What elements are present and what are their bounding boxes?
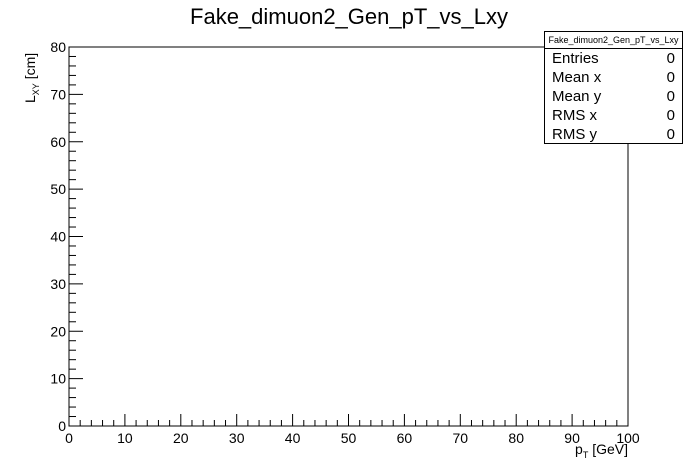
stats-value: 0 — [666, 107, 675, 124]
x-tick-label: 20 — [173, 430, 189, 446]
x-tick-label: 50 — [341, 430, 357, 446]
chart-title: Fake_dimuon2_Gen_pT_vs_Lxy — [190, 4, 508, 29]
stats-row: Mean x 0 — [545, 68, 682, 87]
y-axis-label-main: L — [22, 95, 38, 103]
x-axis-label: pT [GeV] — [575, 441, 628, 460]
stats-label: RMS y — [552, 126, 597, 143]
x-axis-label-unit: [GeV] — [588, 441, 628, 457]
stats-label: Entries — [552, 50, 599, 67]
stats-label: Mean y — [552, 88, 602, 105]
x-tick-label: 40 — [285, 430, 301, 446]
stats-value: 0 — [666, 50, 675, 67]
y-tick-label: 50 — [50, 181, 66, 197]
stats-box: Fake_dimuon2_Gen_pT_vs_Lxy Entries 0 Mean … — [544, 31, 683, 144]
y-tick-label: 20 — [50, 323, 66, 339]
stats-title: Fake_dimuon2_Gen_pT_vs_Lxy — [545, 32, 682, 49]
stats-row: Entries 0 — [545, 49, 682, 68]
stats-row: RMS y 0 — [545, 125, 682, 144]
stats-label: Mean x — [552, 69, 602, 86]
y-axis-label-unit: [cm] — [22, 52, 38, 84]
x-tick-label: 70 — [453, 430, 469, 446]
stats-label: RMS x — [552, 107, 597, 124]
y-tick-label: 80 — [50, 39, 66, 55]
x-axis: 0 10 20 30 40 50 60 70 80 90 100 — [65, 414, 640, 446]
y-tick-label: 70 — [50, 86, 66, 102]
y-tick-label: 40 — [50, 229, 66, 245]
y-tick-label: 30 — [50, 276, 66, 292]
y-tick-label: 60 — [50, 134, 66, 150]
x-axis-label-main: p — [575, 441, 583, 457]
x-tick-label: 0 — [65, 430, 73, 446]
x-tick-label: 30 — [229, 430, 245, 446]
x-tick-label: 90 — [564, 430, 580, 446]
y-axis: 0 10 20 30 40 50 60 70 80 — [50, 39, 83, 434]
stats-value: 0 — [666, 126, 675, 143]
stats-row: RMS x 0 — [545, 106, 682, 125]
stats-row: Mean y 0 — [545, 87, 682, 106]
x-tick-label: 100 — [616, 430, 640, 446]
x-axis-label-sub: T — [582, 449, 589, 460]
y-tick-label: 0 — [58, 418, 66, 434]
stats-value: 0 — [666, 69, 675, 86]
y-tick-label: 10 — [50, 371, 66, 387]
x-tick-label: 80 — [508, 430, 524, 446]
y-axis-label: LXY [cm] — [22, 53, 41, 103]
y-axis-label-sub: XY — [30, 83, 41, 96]
stats-value: 0 — [666, 88, 675, 105]
x-tick-label: 10 — [117, 430, 133, 446]
x-tick-label: 60 — [397, 430, 413, 446]
